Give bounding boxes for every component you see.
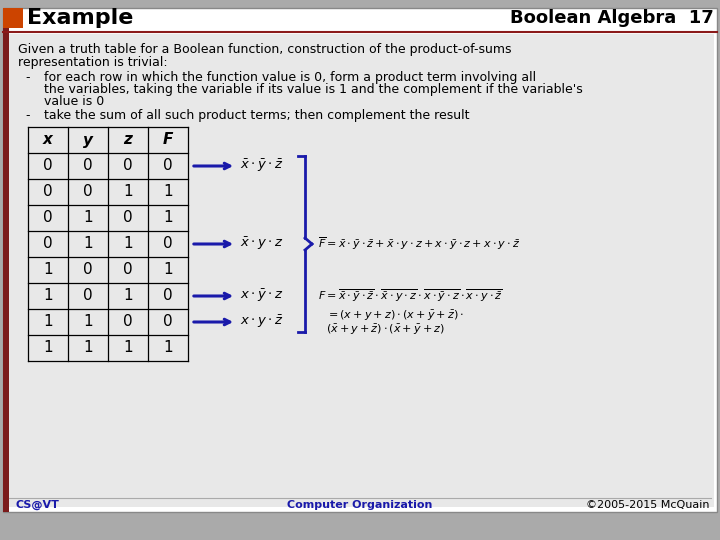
Text: for each row in which the function value is 0, form a product term involving all: for each row in which the function value… <box>44 71 536 84</box>
Text: Example: Example <box>27 8 133 28</box>
Text: Given a truth table for a Boolean function, construction of the product-of-sums: Given a truth table for a Boolean functi… <box>18 43 511 56</box>
Text: $x\cdot\bar{y}\cdot z$: $x\cdot\bar{y}\cdot z$ <box>240 288 284 305</box>
Bar <box>3 28 9 512</box>
Text: F: F <box>163 132 174 147</box>
Text: 0: 0 <box>84 159 93 173</box>
Text: 1: 1 <box>43 341 53 355</box>
Bar <box>9 34 714 507</box>
Text: Boolean Algebra  17: Boolean Algebra 17 <box>510 9 714 27</box>
Text: $(\bar{x}+y+\bar{z})\cdot(\bar{x}+\bar{y}+z)$: $(\bar{x}+y+\bar{z})\cdot(\bar{x}+\bar{y… <box>326 323 445 337</box>
Text: the variables, taking the variable if its value is 1 and the complement if the v: the variables, taking the variable if it… <box>44 83 582 96</box>
Bar <box>3 8 23 28</box>
Text: $\bar{x}\cdot\bar{y}\cdot\bar{z}$: $\bar{x}\cdot\bar{y}\cdot\bar{z}$ <box>240 158 284 174</box>
Text: 0: 0 <box>163 288 173 303</box>
Text: 0: 0 <box>123 262 132 278</box>
Text: 1: 1 <box>123 341 132 355</box>
Text: $\bar{x}\cdot y\cdot z$: $\bar{x}\cdot y\cdot z$ <box>240 235 284 252</box>
Text: 1: 1 <box>123 237 132 252</box>
Text: CS@VT: CS@VT <box>15 500 59 510</box>
Text: $F=\overline{\bar{x}\cdot\bar{y}\cdot\bar{z}}\cdot\overline{\bar{x}\cdot y\cdot : $F=\overline{\bar{x}\cdot\bar{y}\cdot\ba… <box>318 288 503 305</box>
Text: 0: 0 <box>43 159 53 173</box>
Text: Computer Organization: Computer Organization <box>287 500 433 510</box>
Text: 1: 1 <box>123 185 132 199</box>
Text: 1: 1 <box>163 185 173 199</box>
Text: ©2005-2015 McQuain: ©2005-2015 McQuain <box>587 500 710 510</box>
Text: 1: 1 <box>84 341 93 355</box>
Text: 0: 0 <box>163 159 173 173</box>
Text: 1: 1 <box>43 288 53 303</box>
Text: y: y <box>83 132 93 147</box>
Text: 1: 1 <box>163 262 173 278</box>
Text: 0: 0 <box>84 262 93 278</box>
Text: 1: 1 <box>43 262 53 278</box>
Text: 0: 0 <box>43 185 53 199</box>
Text: 1: 1 <box>84 314 93 329</box>
Text: value is 0: value is 0 <box>44 95 104 108</box>
Text: 0: 0 <box>163 237 173 252</box>
Text: $\overline{F}=\bar{x}\cdot\bar{y}\cdot\bar{z}+\bar{x}\cdot y\cdot z+x\cdot\bar{y: $\overline{F}=\bar{x}\cdot\bar{y}\cdot\b… <box>318 235 521 252</box>
Text: take the sum of all such product terms; then complement the result: take the sum of all such product terms; … <box>44 109 469 122</box>
Text: 1: 1 <box>163 211 173 226</box>
Text: 1: 1 <box>123 288 132 303</box>
Text: 0: 0 <box>84 185 93 199</box>
Text: 0: 0 <box>84 288 93 303</box>
Text: 0: 0 <box>43 211 53 226</box>
Text: 0: 0 <box>163 314 173 329</box>
Text: $x\cdot y\cdot\bar{z}$: $x\cdot y\cdot\bar{z}$ <box>240 314 284 330</box>
Text: 1: 1 <box>43 314 53 329</box>
Text: representation is trivial:: representation is trivial: <box>18 56 168 69</box>
Text: -: - <box>25 71 30 84</box>
Text: 1: 1 <box>163 341 173 355</box>
Text: 0: 0 <box>123 211 132 226</box>
Text: x: x <box>43 132 53 147</box>
Text: z: z <box>124 132 132 147</box>
Text: 0: 0 <box>43 237 53 252</box>
Text: 0: 0 <box>123 159 132 173</box>
Text: $=(x+y+z)\cdot(x+\bar{y}+\bar{z})\cdot$: $=(x+y+z)\cdot(x+\bar{y}+\bar{z})\cdot$ <box>326 309 464 323</box>
Text: 1: 1 <box>84 237 93 252</box>
Text: 1: 1 <box>84 211 93 226</box>
Text: -: - <box>25 109 30 122</box>
Text: 0: 0 <box>123 314 132 329</box>
